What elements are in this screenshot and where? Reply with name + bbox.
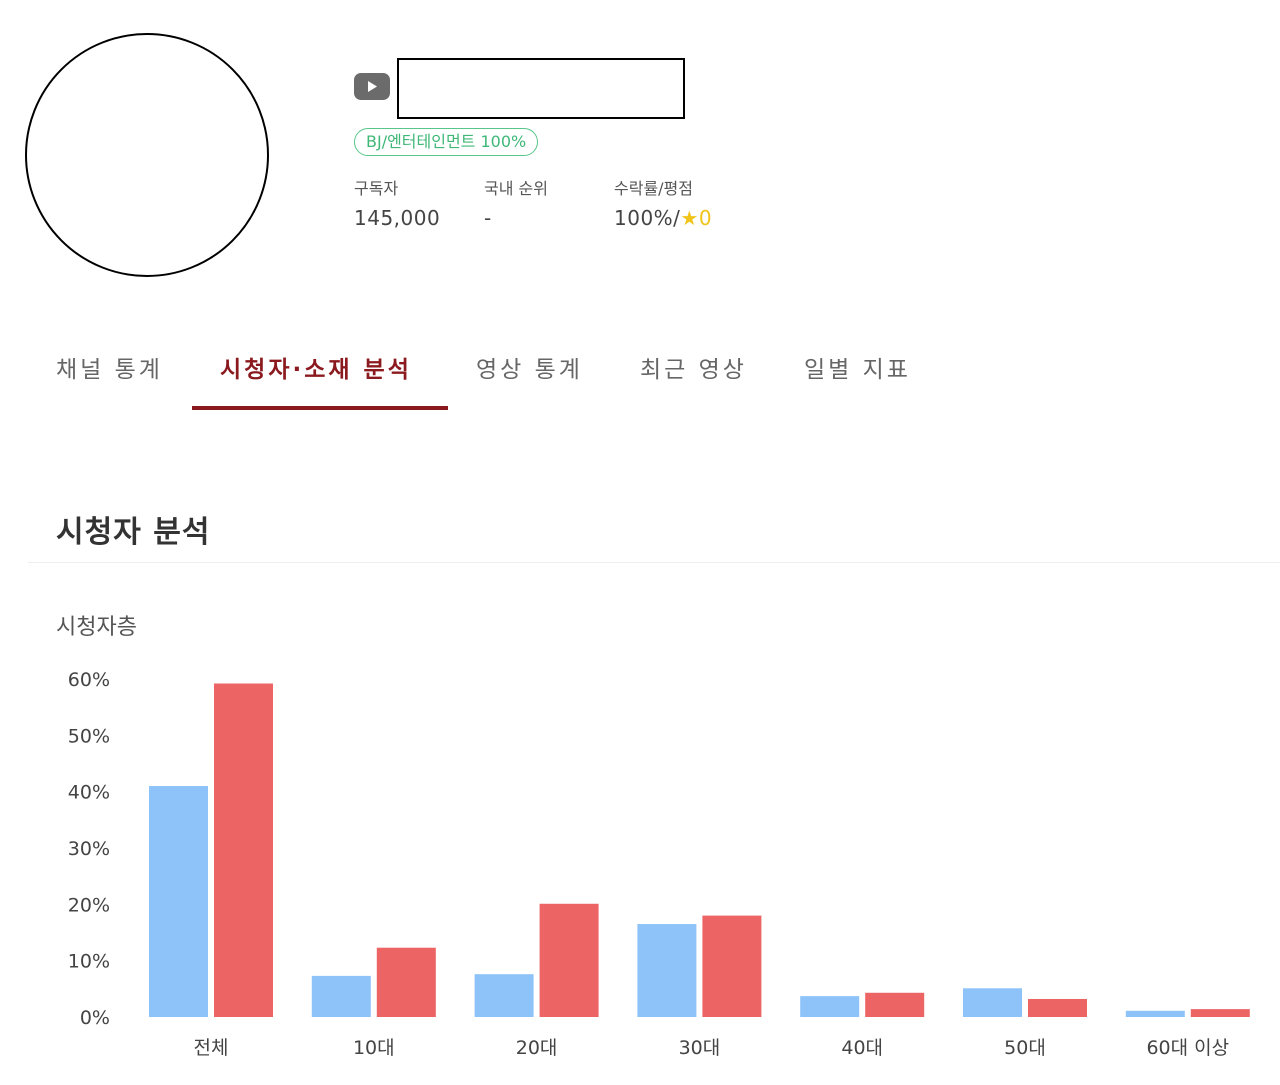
- y-tick-label: 10%: [68, 951, 110, 973]
- category-badge: BJ/엔터테인먼트 100%: [354, 128, 539, 156]
- chart-title: 시청자층: [56, 615, 137, 640]
- subscribers-label: 구독자: [354, 179, 399, 198]
- bar-series-1-5: [800, 996, 860, 1017]
- tab-audience-analysis[interactable]: 시청자·소재 분석: [220, 357, 412, 383]
- bar-series-2-4: [702, 915, 762, 1017]
- bar-series-2-2: [376, 947, 436, 1017]
- tab-recent-videos[interactable]: 최근 영상: [640, 357, 747, 383]
- y-tick-label: 20%: [68, 894, 110, 916]
- section-title: 시청자 분석: [56, 515, 211, 550]
- y-tick-label: 60%: [68, 669, 110, 691]
- tab-video-stats[interactable]: 영상 통계: [476, 357, 583, 383]
- tab-channel-stats[interactable]: 채널 통계: [56, 357, 163, 383]
- y-tick-label: 50%: [68, 725, 110, 747]
- x-tick-label: 50대: [1004, 1037, 1046, 1059]
- x-tick-label: 전체: [194, 1037, 229, 1059]
- bar-series-2-5: [865, 992, 925, 1017]
- bar-series-2-1: [214, 683, 273, 1017]
- bar-series-2-7: [1190, 1009, 1250, 1017]
- subscribers-value: 145,000: [354, 206, 441, 230]
- stat-subscribers: 구독자 145,000: [354, 178, 440, 233]
- bar-series-1-4: [637, 924, 697, 1017]
- rating-value-line: 100%/★0: [614, 203, 712, 233]
- section-divider: [28, 562, 1280, 563]
- rating-score: 0: [698, 206, 713, 230]
- active-tab-indicator: [192, 406, 448, 410]
- acceptance-rate: 100%/: [614, 206, 681, 230]
- rating-label: 수락률/평점: [614, 179, 693, 198]
- bar-series-1-7: [1125, 1010, 1185, 1017]
- bar-series-1-6: [963, 988, 1022, 1017]
- tab-daily-metrics[interactable]: 일별 지표: [804, 357, 911, 383]
- youtube-icon: [354, 73, 390, 100]
- bar-series-2-6: [1028, 998, 1087, 1017]
- bar-series-1-3: [474, 974, 534, 1017]
- stat-rank: 국내 순위 -: [484, 178, 548, 233]
- tab-bar: 채널 통계 시청자·소재 분석 영상 통계 최근 영상 일별 지표: [0, 340, 1280, 410]
- x-tick-label: 20대: [516, 1037, 558, 1059]
- y-tick-label: 30%: [68, 838, 110, 860]
- x-tick-label: 30대: [679, 1037, 721, 1059]
- x-tick-label: 60대 이상: [1146, 1037, 1229, 1059]
- y-tick-label: 0%: [80, 1007, 110, 1029]
- y-tick-label: 40%: [68, 782, 110, 804]
- x-tick-label: 40대: [841, 1037, 883, 1059]
- channel-name-box: [397, 58, 685, 119]
- x-tick-label: 10대: [353, 1037, 395, 1059]
- rank-label: 국내 순위: [484, 179, 548, 198]
- bar-series-2-3: [539, 903, 599, 1017]
- star-icon: ★: [680, 206, 699, 230]
- bar-series-1-2: [311, 975, 371, 1017]
- stat-rating: 수락률/평점 100%/★0: [614, 178, 712, 233]
- bar-series-1-1: [149, 786, 208, 1017]
- channel-avatar: [25, 33, 269, 277]
- rank-value: -: [484, 206, 492, 230]
